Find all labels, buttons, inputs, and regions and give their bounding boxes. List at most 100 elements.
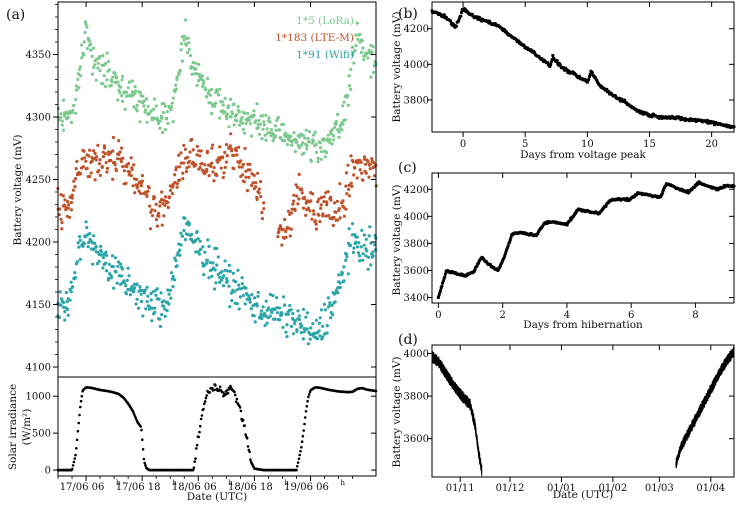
data-point xyxy=(438,289,443,293)
data-point-ltem xyxy=(313,219,317,223)
data-point-ltem xyxy=(244,175,248,179)
ytick-label: 3800 xyxy=(404,239,429,250)
data-point-ltem xyxy=(237,145,241,149)
data-point-lora xyxy=(130,90,134,94)
data-point-lora xyxy=(252,113,256,117)
ytick-label: 4300 xyxy=(26,113,51,124)
data-point-wifi xyxy=(371,250,375,254)
data-point-ltem xyxy=(157,214,161,218)
data-point-ltem xyxy=(85,166,89,171)
data-point-ltem xyxy=(101,155,106,159)
data-point-lora xyxy=(188,53,192,58)
data-point-lora xyxy=(187,41,191,45)
data-point-lora xyxy=(268,131,272,135)
data-point-ltem xyxy=(352,173,356,177)
data-point-lora xyxy=(59,115,63,119)
ytick-label: 500 xyxy=(32,429,51,440)
panel-a-yaxis-ticks: 4100 4150 4200 4250 4300 4350 xyxy=(26,4,376,374)
data-point-ltem xyxy=(262,201,266,205)
data-point-lora xyxy=(101,54,105,58)
data-point-lora xyxy=(170,105,174,109)
data-point-wifi xyxy=(285,323,289,327)
data-point-lora xyxy=(60,123,64,127)
irradiance-point xyxy=(238,406,242,409)
data-point-wifi xyxy=(66,313,70,317)
data-point-lora xyxy=(369,43,373,47)
data-point-wifi xyxy=(280,311,284,315)
data-point-wifi xyxy=(284,330,288,334)
data-point-wifi xyxy=(295,329,299,334)
data-point-lora xyxy=(303,136,307,140)
data-point-ltem xyxy=(184,169,188,174)
data-point-ltem xyxy=(342,214,346,218)
data-point-lora xyxy=(252,109,256,113)
data-point-lora xyxy=(267,116,271,120)
data-point-ltem xyxy=(97,162,101,166)
data-point-wifi xyxy=(229,291,234,295)
data-point-ltem xyxy=(198,154,202,158)
data-point-wifi xyxy=(304,315,308,319)
panel-c-xlabel: Days from hibernation xyxy=(523,319,643,331)
data-point-lora xyxy=(248,122,252,126)
data-point-wifi xyxy=(354,240,358,244)
data-point-wifi xyxy=(207,244,211,248)
data-point-ltem xyxy=(95,155,99,159)
data-point-lora xyxy=(210,87,214,91)
irradiance-point xyxy=(235,397,239,401)
data-point-wifi xyxy=(115,281,119,285)
data-point-lora xyxy=(346,103,350,107)
data-point-ltem xyxy=(137,189,141,193)
data-point-wifi xyxy=(265,321,269,325)
data-point-lora xyxy=(305,147,309,151)
data-point-lora xyxy=(263,133,267,137)
data-point-ltem xyxy=(70,196,74,200)
data-point-wifi xyxy=(126,266,130,270)
data-point-wifi xyxy=(284,312,288,316)
data-point-lora xyxy=(170,101,174,105)
data-point-lora xyxy=(306,136,310,140)
panel-a-data-layer xyxy=(56,18,378,346)
data-point-ltem xyxy=(311,209,316,213)
series-battery-voltage xyxy=(430,7,736,130)
irradiance-point xyxy=(210,386,214,390)
data-point-lora xyxy=(186,36,190,40)
data-point-lora xyxy=(113,80,117,84)
data-point-lora xyxy=(109,83,113,88)
data-point-lora xyxy=(135,103,139,107)
data-point-wifi xyxy=(334,288,338,292)
data-point-lora xyxy=(360,39,364,43)
data-point-ltem xyxy=(212,179,216,183)
data-point-wifi xyxy=(113,256,117,260)
panel-a-legend: 1*5 (LoRa) 1*183 (LTE-M) 1*91 (Wifi) xyxy=(275,15,354,61)
data-point-ltem xyxy=(212,166,216,170)
panel-d-xlabel: Date (UTC) xyxy=(553,489,614,501)
data-point-wifi xyxy=(158,317,162,321)
data-point-wifi xyxy=(112,286,116,290)
data-point-lora xyxy=(330,142,334,146)
data-point-wifi xyxy=(278,318,282,322)
data-point-ltem xyxy=(332,201,337,205)
irradiance-point xyxy=(303,416,307,419)
series-battery-voltage xyxy=(436,180,736,300)
data-point-lora xyxy=(225,117,229,121)
series-segment-1 xyxy=(431,351,483,477)
data-point-ltem xyxy=(132,163,136,167)
data-point-wifi xyxy=(302,330,306,334)
data-point-ltem xyxy=(210,161,214,165)
data-point-wifi xyxy=(306,342,310,346)
panel-b-ylabel: Battery voltage (mV) xyxy=(391,11,403,122)
data-point-ltem xyxy=(296,185,300,189)
data-point-wifi xyxy=(166,288,170,292)
data-point-wifi xyxy=(168,288,173,292)
irradiance-point xyxy=(234,400,238,404)
data-point-wifi xyxy=(358,254,362,258)
irradiance-point xyxy=(139,425,142,428)
data-point-ltem xyxy=(211,143,215,147)
data-point-ltem xyxy=(219,166,223,170)
data-point-ltem xyxy=(337,207,341,211)
xtick-label: 01/04 xyxy=(696,483,725,494)
data-point xyxy=(587,77,591,82)
data-point-wifi xyxy=(301,337,305,341)
irradiance-point xyxy=(226,391,230,395)
data-point-lora xyxy=(359,50,363,55)
